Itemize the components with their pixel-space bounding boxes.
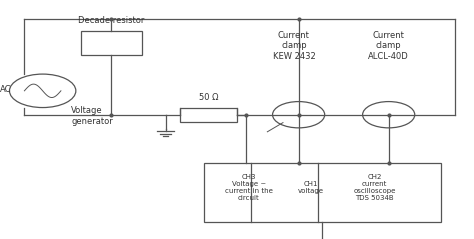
Text: Voltage
generator: Voltage generator bbox=[71, 106, 113, 126]
Text: Current
clamp
ALCL-40D: Current clamp ALCL-40D bbox=[368, 31, 409, 61]
Text: Current
clamp
KEW 2432: Current clamp KEW 2432 bbox=[273, 31, 315, 61]
Bar bbox=[204, 163, 441, 222]
Text: AC: AC bbox=[0, 85, 12, 94]
Bar bbox=[81, 31, 142, 55]
Bar bbox=[180, 108, 237, 122]
Text: 50 Ω: 50 Ω bbox=[199, 92, 219, 102]
Text: Decade resistor: Decade resistor bbox=[78, 16, 145, 25]
Text: CH3
Voltage ~
current in the
circuit: CH3 Voltage ~ current in the circuit bbox=[225, 174, 273, 201]
Text: CH2
current
oscilloscope
TDS 5034B: CH2 current oscilloscope TDS 5034B bbox=[353, 174, 396, 201]
Text: CH1
voltage: CH1 voltage bbox=[298, 181, 323, 194]
